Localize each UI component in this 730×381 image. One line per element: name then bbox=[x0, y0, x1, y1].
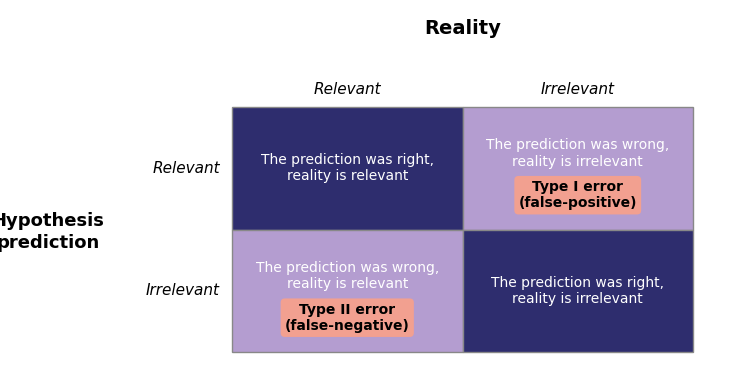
Text: Relevant: Relevant bbox=[313, 83, 381, 98]
Text: The prediction was right,
reality is irrelevant: The prediction was right, reality is irr… bbox=[491, 275, 664, 306]
Bar bbox=[463, 107, 693, 229]
Text: Relevant: Relevant bbox=[153, 161, 220, 176]
Text: The prediction was wrong,
reality is irrelevant: The prediction was wrong, reality is irr… bbox=[486, 138, 669, 169]
Text: Hypothesis: Hypothesis bbox=[0, 213, 104, 231]
Text: Type II error
(false-negative): Type II error (false-negative) bbox=[285, 303, 410, 333]
Text: prediction: prediction bbox=[0, 234, 99, 253]
Text: Reality: Reality bbox=[424, 19, 501, 37]
Bar bbox=[232, 229, 463, 352]
Bar bbox=[232, 107, 463, 229]
Text: Irrelevant: Irrelevant bbox=[146, 283, 220, 298]
Text: Irrelevant: Irrelevant bbox=[541, 83, 615, 98]
Text: The prediction was wrong,
reality is relevant: The prediction was wrong, reality is rel… bbox=[255, 261, 439, 291]
Text: Type I error
(false-positive): Type I error (false-positive) bbox=[518, 180, 637, 210]
Bar bbox=[463, 229, 693, 352]
Text: The prediction was right,
reality is relevant: The prediction was right, reality is rel… bbox=[261, 153, 434, 183]
